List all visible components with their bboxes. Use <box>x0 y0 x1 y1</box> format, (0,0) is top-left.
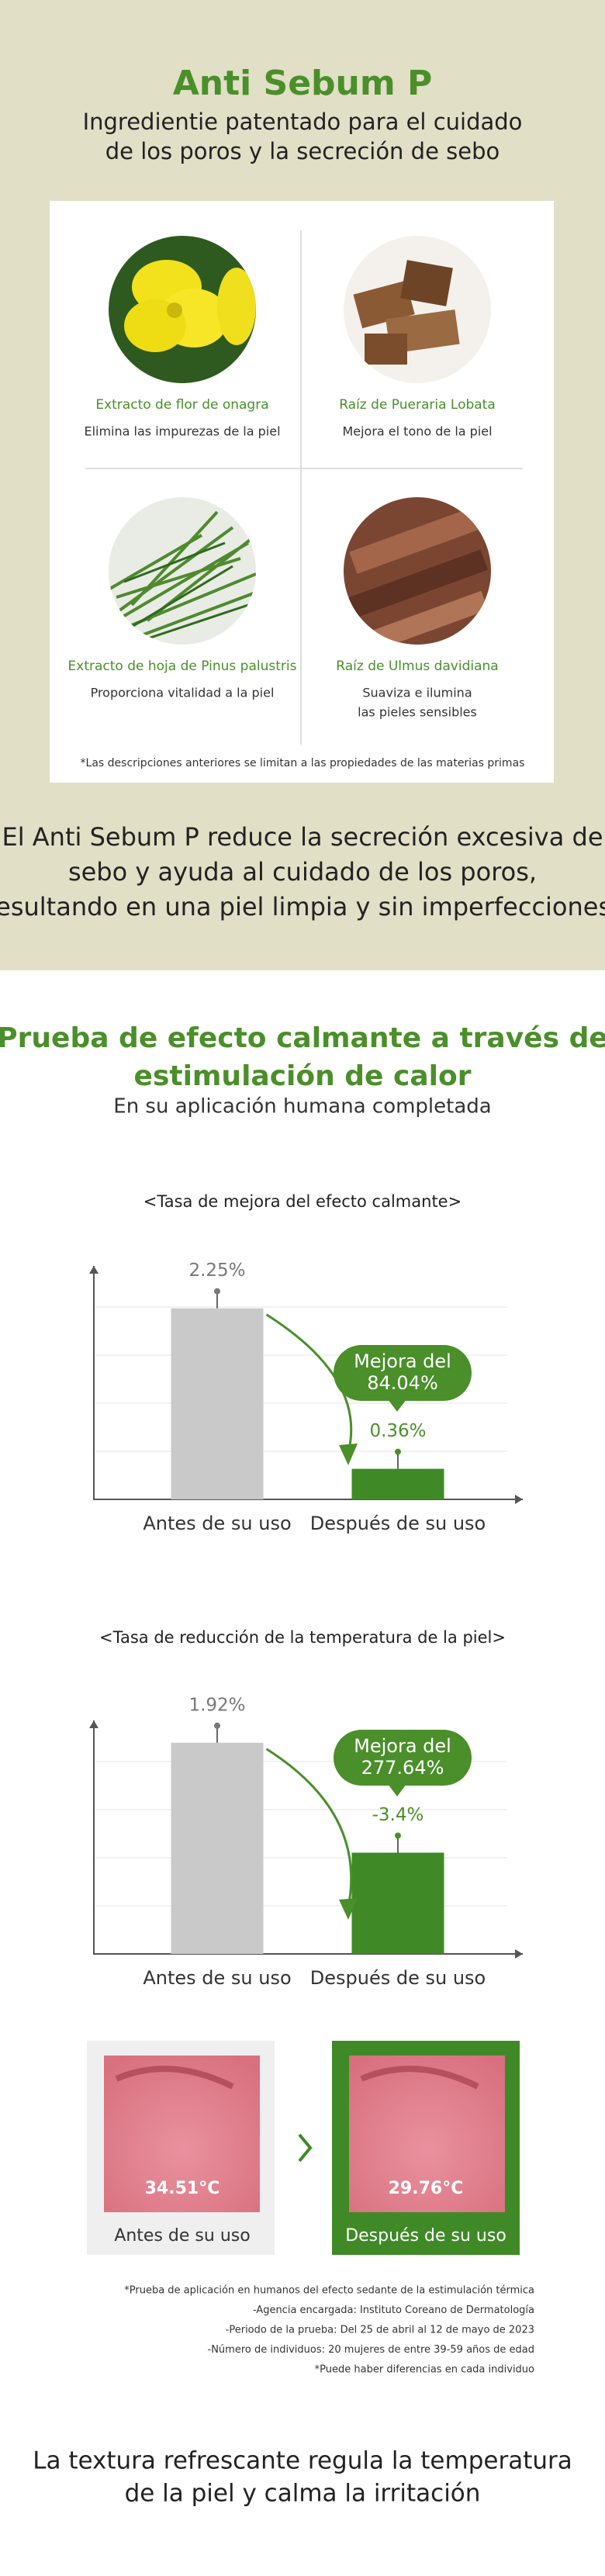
temperature: 29.76°C <box>389 2179 464 2198</box>
eye <box>115 2066 234 2090</box>
callout-text: 277.64% <box>361 1757 444 1779</box>
callout-tail <box>388 1399 406 1412</box>
thermal-caption: Después de su uso <box>345 2226 506 2246</box>
bar <box>351 1852 444 1954</box>
value-label: 1.92% <box>188 1695 245 1715</box>
callout <box>334 1345 472 1401</box>
chart-title: <Tasa de reducción de la temperatura de … <box>99 1628 506 1647</box>
section-title: Prueba de efecto calmante a través de <box>0 1022 605 1054</box>
ingredient-description: Suaviza e ilumina <box>362 686 472 700</box>
callout-text: Mejora del <box>354 1350 451 1372</box>
summary: El Anti Sebum P reduce la secreción exce… <box>2 822 603 852</box>
callout-tail <box>388 1784 406 1796</box>
subtitle: de los poros y la secreción de sebo <box>105 138 500 164</box>
pinus-image <box>109 497 256 645</box>
summary: resultando en una piel limpia y sin impe… <box>0 892 605 921</box>
ingredient-name: Raíz de Pueraria Lobata <box>339 397 496 413</box>
temperature: 34.51°C <box>145 2179 220 2198</box>
category-label: Antes de su uso <box>143 1513 291 1534</box>
value-label: 0.36% <box>369 1421 426 1441</box>
ingredient-description: Proporciona vitalidad a la piel <box>91 686 275 700</box>
bar <box>171 1308 264 1499</box>
title: Anti Sebum P <box>173 64 433 103</box>
section-subtitle: En su aplicación humana completada <box>113 1095 491 1119</box>
subtitle: Ingredientie patentado para el cuidado <box>83 109 523 135</box>
summary: sebo y ayuda al cuidado de los poros, <box>68 857 537 887</box>
note: -Periodo de la prueba: Del 25 de abril a… <box>226 2325 534 2336</box>
ingredient-description: Elimina las impurezas de la piel <box>84 424 280 439</box>
note: *Las descripciones anteriores se limitan… <box>81 757 525 769</box>
callout-text: 84.04% <box>367 1372 438 1394</box>
label-dot <box>214 1722 220 1729</box>
closing: La textura refrescante regula la tempera… <box>33 2447 572 2475</box>
category-label: Después de su uso <box>310 1513 486 1534</box>
callout-text: Mejora del <box>354 1735 451 1757</box>
eye <box>360 2066 479 2090</box>
section-title: estimulación de calor <box>134 1060 472 1092</box>
ingredient-name: Extracto de hoja de Pinus palustris <box>68 659 297 674</box>
ulmus-image <box>344 497 491 645</box>
note: *Puede haber diferencias en cada individ… <box>315 2364 534 2376</box>
onagra-image <box>109 236 256 383</box>
ingredient-description: Mejora el tono de la piel <box>342 424 492 439</box>
category-label: Antes de su uso <box>143 1967 291 1989</box>
category-label: Después de su uso <box>310 1967 486 1989</box>
pueraria-image <box>344 236 491 383</box>
ingredient-name: Raíz de Ulmus davidiana <box>336 659 498 674</box>
chart-title: <Tasa de mejora del efecto calmante> <box>143 1192 462 1211</box>
value-label: -3.4% <box>372 1805 424 1825</box>
label-dot <box>395 1448 401 1455</box>
label-dot <box>214 1288 220 1295</box>
trend-arrow-head <box>339 1444 358 1465</box>
closing: de la piel y calma la irritación <box>125 2480 481 2508</box>
note: *Prueba de aplicación en humanos del efe… <box>124 2285 534 2297</box>
trend-arrow <box>265 1748 353 1908</box>
note: -Número de individuos: 20 mujeres de ent… <box>208 2344 534 2356</box>
ingredient-name: Extracto de flor de onagra <box>95 397 268 413</box>
bar <box>171 1742 264 1954</box>
bar <box>351 1468 444 1499</box>
note: -Agencia encargada: Instituto Coreano de… <box>253 2305 534 2316</box>
before-image <box>104 2056 260 2212</box>
trend-arrow-head <box>339 1898 358 1920</box>
label-dot <box>395 1832 401 1839</box>
value-label: 2.25% <box>188 1260 245 1281</box>
callout <box>334 1730 472 1786</box>
thermal-caption: Antes de su uso <box>114 2226 250 2246</box>
arrow <box>298 2133 313 2163</box>
ingredient-description: las pieles sensibles <box>358 705 477 720</box>
after-image <box>349 2056 505 2212</box>
